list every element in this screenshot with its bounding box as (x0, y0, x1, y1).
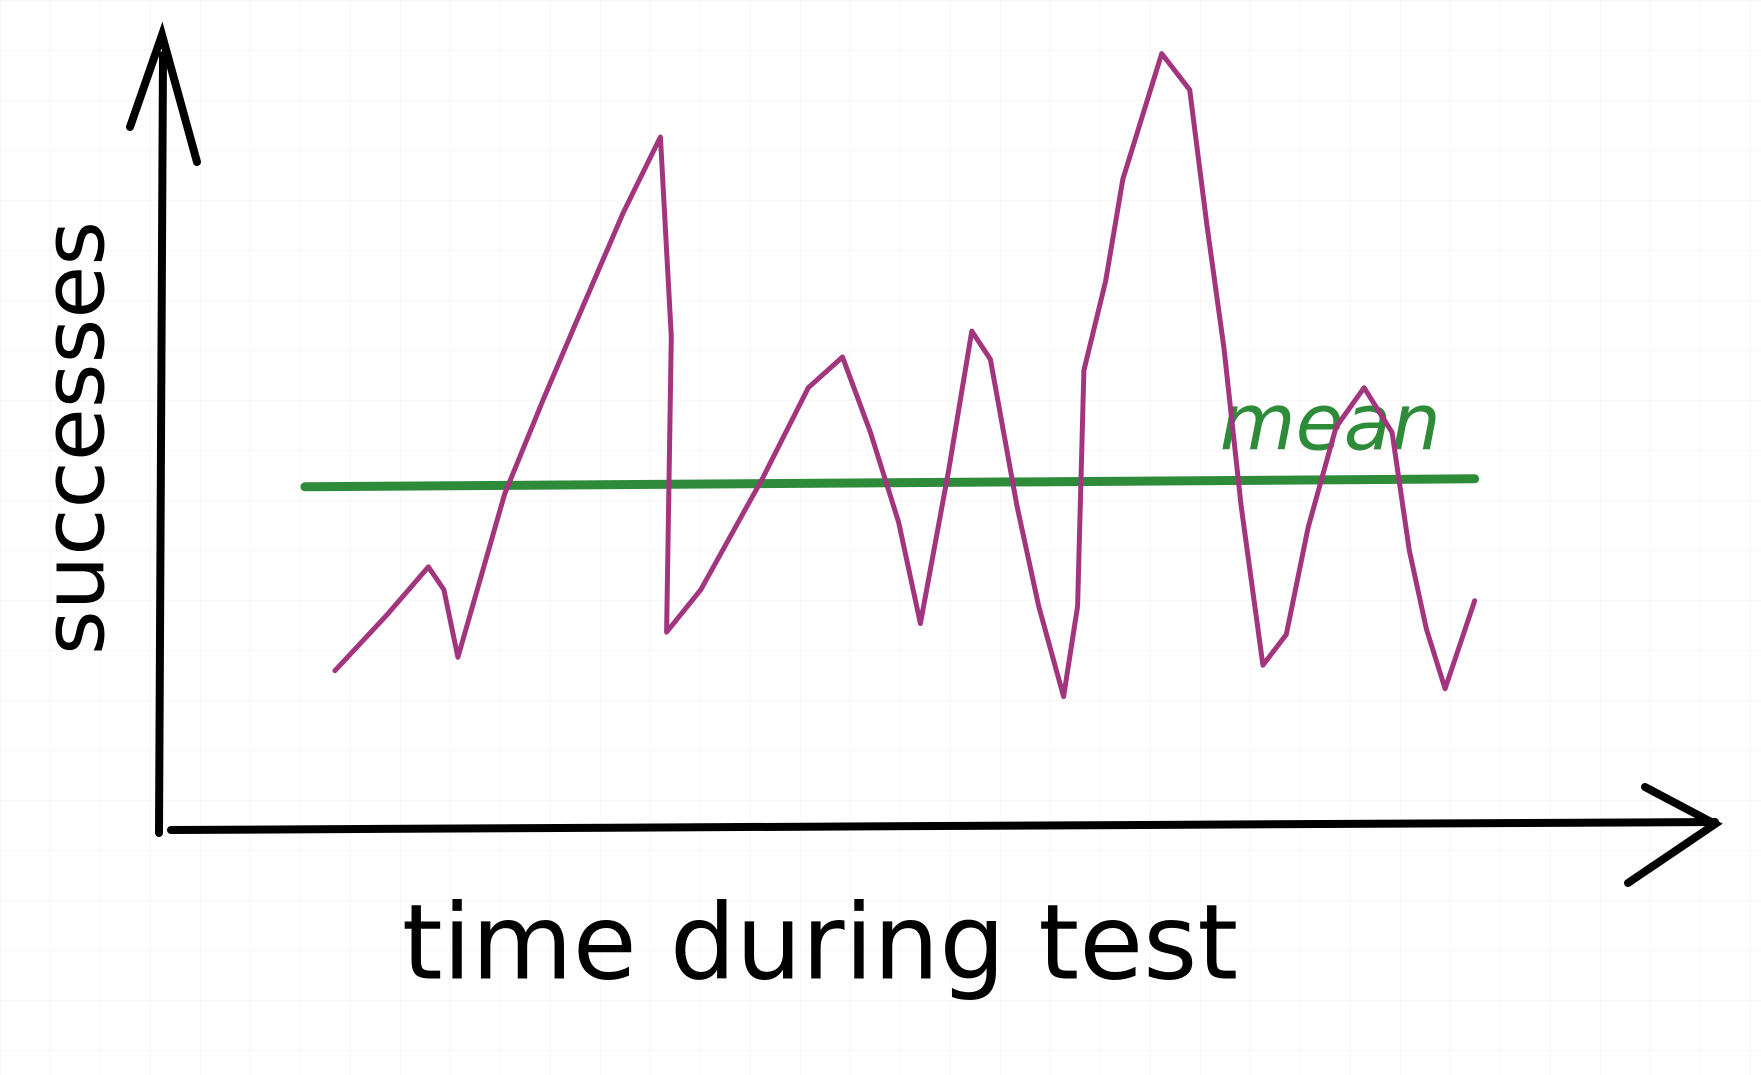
y-axis (155, 51, 167, 837)
x-axis (167, 818, 1719, 834)
axes (126, 21, 1723, 887)
x-axis-label: time during test (402, 881, 1238, 1003)
y-axis-label: successes (24, 221, 124, 655)
data-line (332, 51, 1478, 700)
x-arrow (1624, 783, 1723, 887)
y-arrow (126, 21, 201, 166)
mean-line (300, 474, 1480, 492)
